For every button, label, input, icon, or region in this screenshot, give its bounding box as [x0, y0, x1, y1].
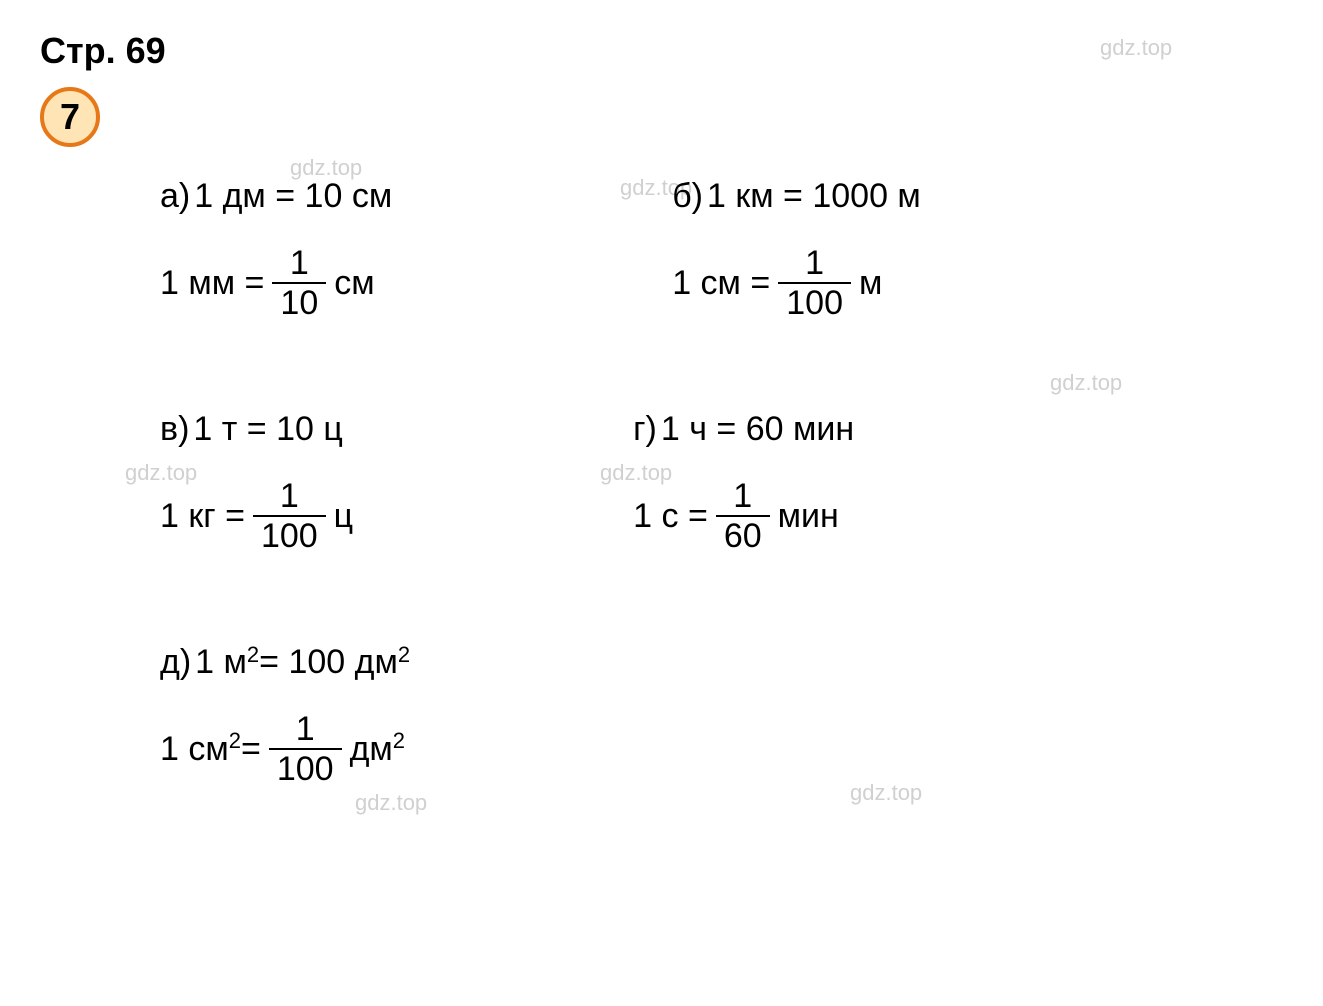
item-a-eq2-left: 1 мм =	[160, 264, 264, 303]
item-g-line1: г) 1 ч = 60 мин	[633, 410, 854, 449]
page-heading: Стр. 69	[40, 30, 1283, 72]
fraction-denominator: 100	[269, 752, 342, 786]
fraction-numerator: 1	[272, 479, 307, 513]
superscript: 2	[393, 728, 405, 754]
row-3: д) 1 м 2 = 100 дм 2 1 см 2 = 1 100 дм	[160, 643, 1283, 786]
fraction: 1 100	[778, 246, 851, 320]
item-b-line1: б) 1 км = 1000 м	[672, 177, 921, 216]
item-b-eq2-right: м	[859, 264, 882, 303]
item-d-line2: 1 см 2 = 1 100 дм 2	[160, 712, 410, 786]
item-v-label: в)	[160, 410, 189, 449]
item-g-eq2-left: 1 с =	[633, 497, 708, 536]
item-a-eq1: 1 дм = 10 см	[194, 177, 392, 216]
item-g-line2: 1 с = 1 60 мин	[633, 479, 854, 553]
item-v-line2: 1 кг = 1 100 ц	[160, 479, 353, 553]
fraction-denominator: 100	[778, 286, 851, 320]
item-v: в) 1 т = 10 ц 1 кг = 1 100 ц	[160, 410, 353, 553]
item-d-eq2-p3: дм	[350, 730, 393, 769]
item-g: г) 1 ч = 60 мин 1 с = 1 60 мин	[633, 410, 854, 553]
row-2: в) 1 т = 10 ц 1 кг = 1 100 ц г) 1	[160, 410, 1283, 553]
item-a-line2: 1 мм = 1 10 см	[160, 246, 392, 320]
item-g-eq1: 1 ч = 60 мин	[661, 410, 854, 449]
item-d-eq2-p2: =	[241, 730, 261, 769]
row-1: а) 1 дм = 10 см 1 мм = 1 10 см б)	[160, 177, 1283, 320]
problem-number-badge: 7	[40, 87, 100, 147]
fraction: 1 100	[269, 712, 342, 786]
fraction-denominator: 10	[272, 286, 326, 320]
fraction-numerator: 1	[282, 246, 317, 280]
fraction: 1 100	[253, 479, 326, 553]
fraction: 1 60	[716, 479, 770, 553]
problems-content: а) 1 дм = 10 см 1 мм = 1 10 см б)	[40, 177, 1283, 786]
item-a-line1: а) 1 дм = 10 см	[160, 177, 392, 216]
superscript: 2	[229, 728, 241, 754]
item-v-eq2-right: ц	[334, 497, 353, 536]
item-d-eq1-p1: 1 м	[195, 643, 247, 682]
superscript: 2	[247, 642, 259, 668]
fraction-numerator: 1	[725, 479, 760, 513]
fraction-numerator: 1	[288, 712, 323, 746]
item-d-eq1-p2: = 100 дм	[259, 643, 398, 682]
item-d: д) 1 м 2 = 100 дм 2 1 см 2 = 1 100 дм	[160, 643, 410, 786]
fraction-denominator: 60	[716, 519, 770, 553]
item-b: б) 1 км = 1000 м 1 см = 1 100 м	[672, 177, 921, 320]
item-v-line1: в) 1 т = 10 ц	[160, 410, 353, 449]
item-a-eq2-right: см	[334, 264, 374, 303]
item-a-label: а)	[160, 177, 190, 216]
item-d-eq2-p1: 1 см	[160, 730, 229, 769]
item-g-eq2-right: мин	[778, 497, 839, 536]
item-d-line1: д) 1 м 2 = 100 дм 2	[160, 643, 410, 682]
item-b-line2: 1 см = 1 100 м	[672, 246, 921, 320]
item-b-label: б)	[672, 177, 703, 216]
fraction-denominator: 100	[253, 519, 326, 553]
fraction: 1 10	[272, 246, 326, 320]
item-b-eq2-left: 1 см =	[672, 264, 770, 303]
item-v-eq1: 1 т = 10 ц	[193, 410, 342, 449]
watermark-text: gdz.top	[355, 790, 427, 816]
item-v-eq2-left: 1 кг =	[160, 497, 245, 536]
fraction-numerator: 1	[797, 246, 832, 280]
item-b-eq1: 1 км = 1000 м	[707, 177, 921, 216]
item-d-label: д)	[160, 643, 191, 682]
item-a: а) 1 дм = 10 см 1 мм = 1 10 см	[160, 177, 392, 320]
item-g-label: г)	[633, 410, 657, 449]
superscript: 2	[398, 642, 410, 668]
